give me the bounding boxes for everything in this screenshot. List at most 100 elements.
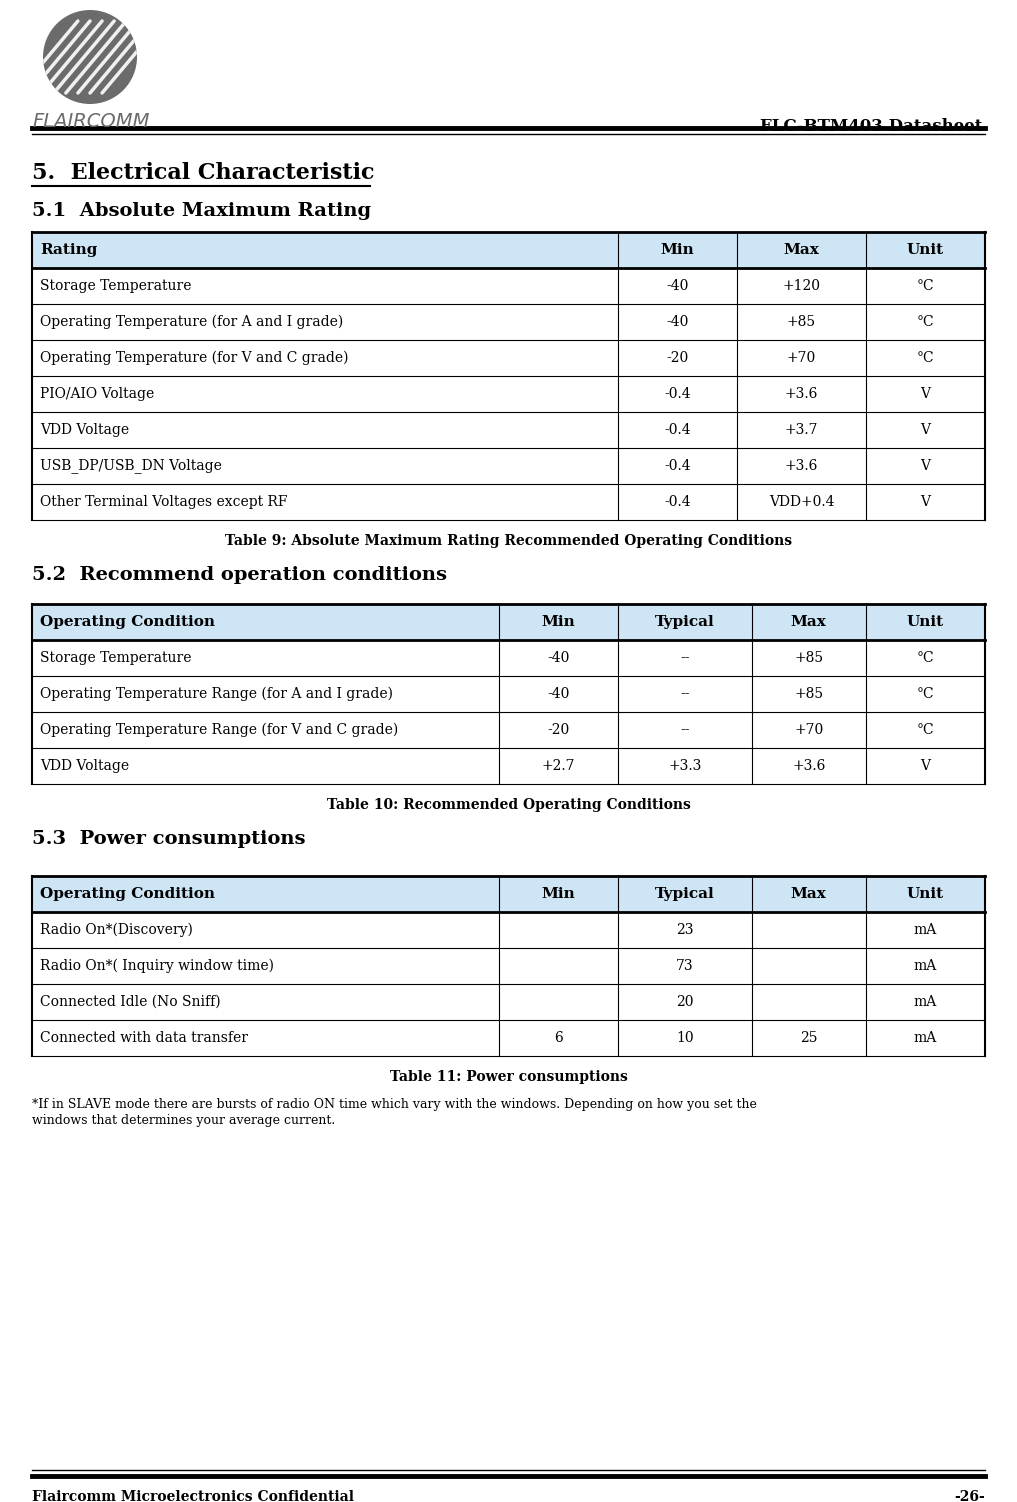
Text: °C: °C [916,279,935,293]
Text: Unit: Unit [907,888,944,901]
Text: V: V [920,460,931,473]
Text: *If in SLAVE mode there are bursts of radio ON time which vary with the windows.: *If in SLAVE mode there are bursts of ra… [32,1098,757,1111]
Text: Operating Temperature (for V and C grade): Operating Temperature (for V and C grade… [40,351,349,365]
Text: -0.4: -0.4 [664,388,691,401]
Text: 23: 23 [676,924,694,937]
Bar [32,984,985,1020]
Text: V: V [920,424,931,437]
Text: --: -- [680,722,690,737]
Text: +3.6: +3.6 [785,460,819,473]
Text: mA: mA [914,924,937,937]
Bar [32,267,985,303]
Bar [32,376,985,412]
Text: +85: +85 [794,650,823,665]
Text: 5.3  Power consumptions: 5.3 Power consumptions [32,831,305,849]
Bar [32,339,985,376]
Text: mA: mA [914,994,937,1009]
Text: 6: 6 [554,1030,562,1045]
Text: -0.4: -0.4 [664,460,691,473]
Bar [32,876,985,912]
Bar [32,1020,985,1056]
Text: 10: 10 [676,1030,694,1045]
Text: 5.1  Absolute Maximum Rating: 5.1 Absolute Maximum Rating [32,201,371,219]
Bar [32,712,985,748]
Text: 5.2  Recommend operation conditions: 5.2 Recommend operation conditions [32,566,447,584]
Text: Table 9: Absolute Maximum Rating Recommended Operating Conditions: Table 9: Absolute Maximum Rating Recomme… [225,535,792,548]
Text: +85: +85 [794,686,823,701]
Text: -40: -40 [547,686,570,701]
Text: Typical: Typical [655,614,715,629]
Text: Typical: Typical [655,888,715,901]
Text: -20: -20 [666,351,689,365]
Bar [32,412,985,448]
Text: 73: 73 [676,958,694,973]
Text: Min: Min [661,243,695,257]
Circle shape [43,11,137,104]
Text: Storage Temperature: Storage Temperature [40,279,191,293]
Text: Connected Idle (No Sniff): Connected Idle (No Sniff) [40,994,221,1009]
Text: Flaircomm Microelectronics Confidential: Flaircomm Microelectronics Confidential [32,1490,354,1502]
Text: Other Terminal Voltages except RF: Other Terminal Voltages except RF [40,496,288,509]
Text: windows that determines your average current.: windows that determines your average cur… [32,1114,336,1126]
Text: Max: Max [784,243,820,257]
Text: +3.6: +3.6 [785,388,819,401]
Bar [32,484,985,520]
Text: mA: mA [914,958,937,973]
Text: mA: mA [914,1030,937,1045]
Text: Operating Temperature (for A and I grade): Operating Temperature (for A and I grade… [40,315,344,329]
Text: V: V [920,759,931,774]
Text: FLAIRCOMM: FLAIRCOMM [32,113,149,131]
Text: Operating Temperature Range (for A and I grade): Operating Temperature Range (for A and I… [40,686,393,701]
Text: -0.4: -0.4 [664,496,691,509]
Text: -40: -40 [547,650,570,665]
Text: °C: °C [916,722,935,737]
Text: °C: °C [916,351,935,365]
Text: -20: -20 [547,722,570,737]
Text: +3.6: +3.6 [792,759,826,774]
Text: +70: +70 [787,351,817,365]
Bar [32,448,985,484]
Text: 20: 20 [676,994,694,1009]
Text: Unit: Unit [907,614,944,629]
Text: 5.  Electrical Characteristic: 5. Electrical Characteristic [32,162,374,185]
Text: Storage Temperature: Storage Temperature [40,650,191,665]
Text: USB_DP/USB_DN Voltage: USB_DP/USB_DN Voltage [40,458,222,473]
Text: --: -- [680,686,690,701]
Text: Rating: Rating [40,243,98,257]
Text: -0.4: -0.4 [664,424,691,437]
Text: -26-: -26- [954,1490,985,1502]
Text: °C: °C [916,315,935,329]
Text: V: V [920,388,931,401]
Text: V: V [920,496,931,509]
Text: 25: 25 [800,1030,818,1045]
Text: Table 11: Power consumptions: Table 11: Power consumptions [390,1069,627,1084]
Bar [32,640,985,676]
Bar [32,303,985,339]
Text: Operating Condition: Operating Condition [40,614,215,629]
Text: Connected with data transfer: Connected with data transfer [40,1030,248,1045]
Text: +120: +120 [782,279,821,293]
Text: +3.3: +3.3 [668,759,702,774]
Text: -40: -40 [666,315,689,329]
Text: Operating Temperature Range (for V and C grade): Operating Temperature Range (for V and C… [40,722,399,737]
Text: °C: °C [916,686,935,701]
Text: PIO/AIO Voltage: PIO/AIO Voltage [40,388,155,401]
Text: Radio On*( Inquiry window time): Radio On*( Inquiry window time) [40,958,274,973]
Text: +3.7: +3.7 [785,424,819,437]
Text: Min: Min [542,614,576,629]
Text: Unit: Unit [907,243,944,257]
Text: -40: -40 [666,279,689,293]
Text: +2.7: +2.7 [542,759,576,774]
Bar [32,604,985,640]
Text: --: -- [680,650,690,665]
Text: +85: +85 [787,315,816,329]
Bar [32,748,985,784]
Text: Radio On*(Discovery): Radio On*(Discovery) [40,922,193,937]
Text: FLC-BTM403 Datasheet: FLC-BTM403 Datasheet [760,119,982,135]
Text: +70: +70 [794,722,824,737]
Text: VDD Voltage: VDD Voltage [40,759,129,774]
Text: Min: Min [542,888,576,901]
Bar [32,676,985,712]
Text: Max: Max [791,888,827,901]
Text: Operating Condition: Operating Condition [40,888,215,901]
